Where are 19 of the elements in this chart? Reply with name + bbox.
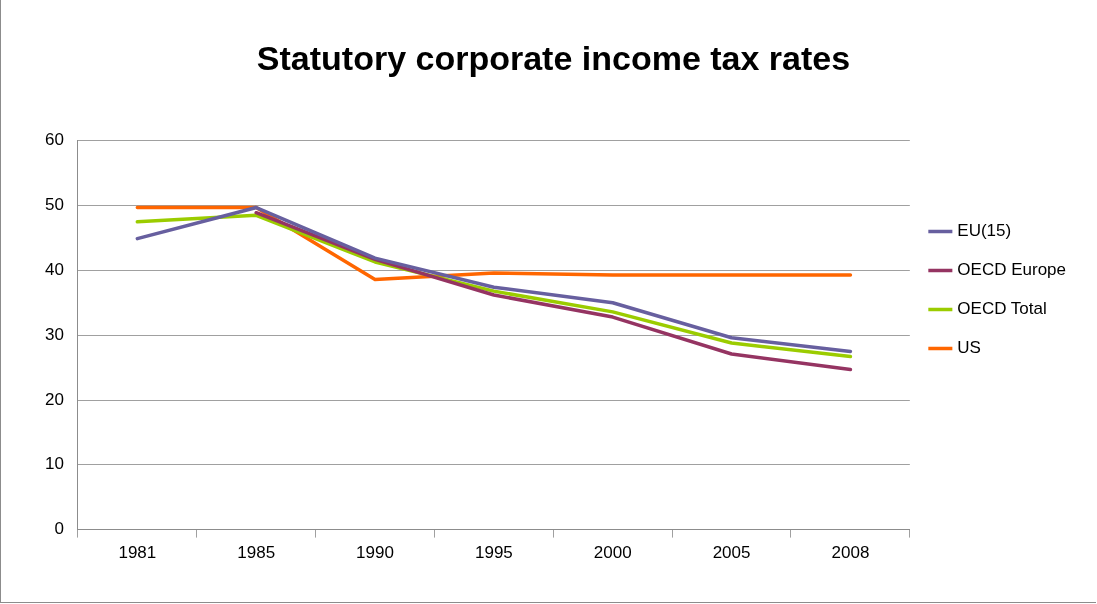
y-tick-label: 10 (44, 454, 64, 474)
x-tick-label: 2005 (712, 543, 751, 563)
chart-title: Statutory corporate income tax rates (256, 38, 851, 77)
x-tick-label: 2000 (593, 543, 632, 563)
y-tick-label: 40 (44, 260, 64, 280)
legend-label: OECD Total (957, 299, 1047, 319)
legend-label: EU(15) (957, 221, 1012, 241)
legend-label: US (957, 338, 981, 358)
x-tick-label: 1995 (474, 543, 513, 563)
legend-label: OECD Europe (957, 260, 1067, 280)
y-tick-label: 50 (44, 195, 64, 215)
y-tick-label: 20 (44, 389, 64, 409)
y-tick-label: 60 (44, 130, 64, 150)
x-tick-label: 1985 (237, 543, 276, 563)
x-tick-label: 1981 (118, 543, 157, 563)
y-tick-label: 30 (44, 324, 64, 344)
x-tick-label: 2008 (831, 543, 870, 563)
y-tick-label: 0 (54, 519, 64, 539)
x-tick-label: 1990 (356, 543, 394, 563)
